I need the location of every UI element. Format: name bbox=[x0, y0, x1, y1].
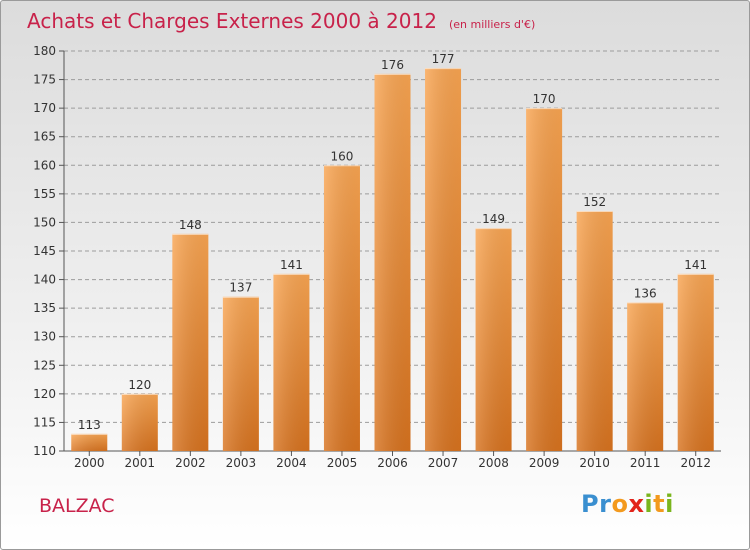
y-tick-label: 125 bbox=[33, 358, 56, 372]
x-tick-label: 2004 bbox=[276, 456, 307, 470]
y-tick-label: 150 bbox=[33, 215, 56, 229]
x-tick-label: 2011 bbox=[630, 456, 661, 470]
data-label: 136 bbox=[634, 286, 657, 300]
bar-shade bbox=[526, 108, 563, 452]
bar-shade bbox=[323, 165, 360, 452]
y-tick-label: 145 bbox=[33, 244, 56, 258]
logo-letter: x bbox=[628, 490, 645, 518]
x-tick-label: 2012 bbox=[680, 456, 711, 470]
data-label: 149 bbox=[482, 212, 505, 226]
bar-shade bbox=[677, 273, 714, 451]
x-tick-label: 2008 bbox=[478, 456, 509, 470]
data-label: 120 bbox=[128, 378, 151, 392]
x-tick-label: 2009 bbox=[529, 456, 560, 470]
x-tick-label: 2007 bbox=[428, 456, 459, 470]
logo-letter: t bbox=[653, 490, 666, 518]
y-tick-label: 130 bbox=[33, 330, 56, 344]
data-label: 170 bbox=[533, 92, 556, 106]
data-label: 137 bbox=[229, 281, 252, 295]
chart-subtitle: (en milliers d'€) bbox=[448, 18, 536, 31]
bar-shade bbox=[71, 433, 108, 451]
bar-shade bbox=[576, 211, 613, 451]
y-tick-label: 155 bbox=[33, 187, 56, 201]
y-tick-label: 175 bbox=[33, 73, 56, 87]
bar-shade bbox=[273, 273, 310, 451]
x-tick-label: 2001 bbox=[125, 456, 156, 470]
data-label: 141 bbox=[684, 258, 707, 272]
bar-shade bbox=[425, 68, 462, 452]
logo-letter: i bbox=[665, 490, 674, 518]
y-tick-label: 115 bbox=[33, 415, 56, 429]
chart-title: Achats et Charges Externes 2000 à 2012 bbox=[27, 9, 437, 33]
data-label: 141 bbox=[280, 258, 303, 272]
x-tick-label: 2000 bbox=[74, 456, 105, 470]
data-label: 148 bbox=[179, 218, 202, 232]
bar-shade bbox=[374, 73, 411, 451]
title-block: Achats et Charges Externes 2000 à 2012 (e… bbox=[27, 9, 535, 33]
x-tick-label: 2002 bbox=[175, 456, 206, 470]
logo-letter: P bbox=[581, 490, 600, 518]
x-tick-label: 2006 bbox=[377, 456, 408, 470]
bar-shade bbox=[627, 302, 664, 451]
y-tick-label: 120 bbox=[33, 387, 56, 401]
y-tick-label: 160 bbox=[33, 158, 56, 172]
x-tick-label: 2003 bbox=[226, 456, 257, 470]
data-label: 176 bbox=[381, 58, 404, 72]
x-tick-label: 2010 bbox=[579, 456, 610, 470]
y-tick-label: 135 bbox=[33, 301, 56, 315]
logo-letter: o bbox=[611, 490, 629, 518]
y-tick-label: 165 bbox=[33, 130, 56, 144]
commune-name: BALZAC bbox=[39, 495, 115, 517]
logo-letter: i bbox=[644, 490, 654, 518]
y-tick-label: 170 bbox=[33, 101, 56, 115]
data-label: 113 bbox=[78, 418, 101, 432]
bar-shade bbox=[172, 233, 209, 451]
proxiti-logo: Proxiti bbox=[581, 490, 674, 518]
data-label: 177 bbox=[432, 52, 455, 66]
bar-shade bbox=[121, 393, 158, 451]
bar-shade bbox=[222, 296, 259, 451]
y-tick-label: 140 bbox=[33, 273, 56, 287]
y-tick-label: 180 bbox=[33, 44, 56, 58]
bar-shade bbox=[475, 228, 512, 451]
data-label: 152 bbox=[583, 195, 606, 209]
y-tick-label: 110 bbox=[33, 444, 56, 458]
logo-letter: r bbox=[599, 490, 612, 518]
x-tick-label: 2005 bbox=[327, 456, 358, 470]
data-label: 160 bbox=[331, 149, 354, 163]
